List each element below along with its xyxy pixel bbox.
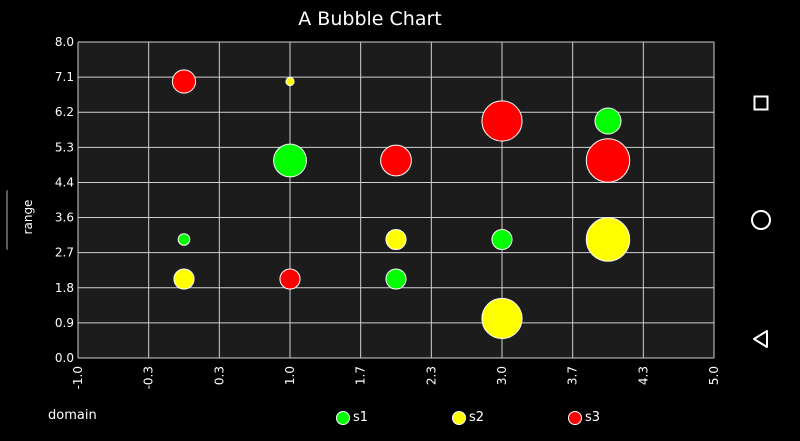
x-tick-label: -1.0	[71, 366, 85, 389]
bubble-s1	[594, 107, 622, 135]
circle-icon[interactable]	[748, 207, 774, 233]
legend-item-s1: s1	[336, 410, 368, 425]
square-icon[interactable]	[748, 90, 774, 116]
y-tick-label: 0.0	[55, 351, 74, 365]
bubble-s2	[481, 297, 523, 340]
y-tick-label: 2.7	[55, 246, 74, 260]
bubble-s1	[273, 143, 307, 178]
x-tick-label: 4.3	[636, 366, 650, 385]
y-tick-label: 4.4	[55, 175, 74, 189]
y-tick-label: 1.8	[55, 281, 74, 295]
bubble-s3	[279, 268, 301, 290]
x-axis-label: domain	[48, 408, 97, 423]
bubble-s2	[585, 217, 631, 262]
y-tick-label: 5.3	[55, 140, 74, 154]
legend-swatch	[336, 410, 350, 425]
bubble-chart: -1.0 -0.3 0.3 1.0 1.7 2.3 3.0 3.7 4.3 5.0 0.0 0.9 1.…	[55, 35, 721, 389]
x-tick-label: 3.0	[495, 366, 509, 385]
x-tick-label: 1.0	[283, 366, 297, 385]
bubble-s2	[285, 76, 295, 87]
x-tick-label: 2.3	[424, 366, 438, 385]
legend-label: s1	[353, 410, 369, 425]
y-tick-label: 0.9	[55, 316, 74, 330]
y-tick-label: 7.1	[55, 70, 74, 84]
bubble-s2	[385, 228, 407, 251]
legend-swatch	[452, 410, 466, 425]
legend-item-s2: s2	[452, 410, 484, 425]
bubble-s3	[481, 100, 523, 142]
x-tick-label: -0.3	[142, 366, 156, 389]
x-tick-label: 1.7	[354, 366, 368, 385]
legend-label: s2	[469, 410, 485, 425]
y-tick-label: 3.6	[55, 211, 74, 225]
bubble-s1	[177, 233, 191, 246]
android-navbar	[722, 0, 800, 441]
legend-label: s3	[585, 410, 601, 425]
bubble-s1	[385, 268, 407, 290]
bubble-s3	[585, 138, 631, 183]
y-tick-label: 8.0	[55, 35, 74, 49]
bubble-s2	[173, 268, 195, 290]
app-screen: A Bubble Chart range -1.0 -0.3 0.3 1.0 1.7 2.…	[6, 8, 721, 425]
y-tick-label: 6.2	[55, 105, 74, 119]
x-tick-label: 5.0	[707, 366, 721, 385]
legend-item-s3: s3	[568, 410, 600, 425]
bubble-s3	[380, 144, 412, 177]
triangle-back-icon[interactable]	[748, 326, 774, 352]
bubble-s3	[171, 69, 197, 94]
x-tick-label: 3.7	[566, 366, 580, 385]
side-handle	[6, 190, 12, 250]
legend-swatch	[568, 410, 582, 425]
chart-title: A Bubble Chart	[298, 8, 442, 30]
plot-area	[78, 42, 714, 358]
bubble-s1	[491, 228, 513, 251]
x-tick-label: 0.3	[212, 366, 226, 385]
